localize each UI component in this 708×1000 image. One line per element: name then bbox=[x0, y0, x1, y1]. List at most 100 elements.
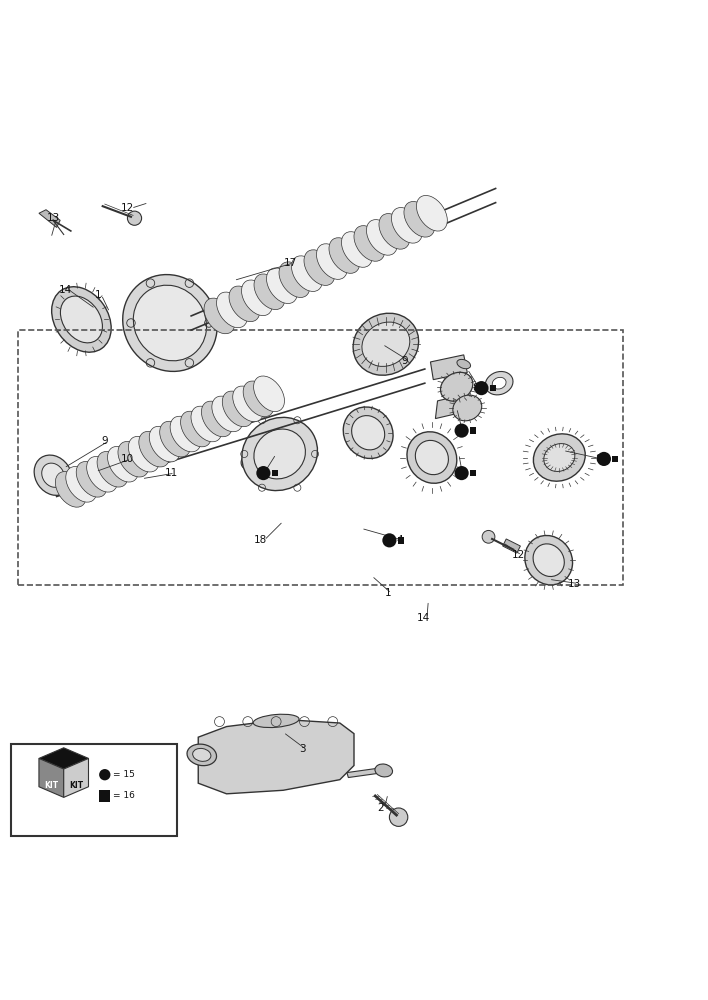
Circle shape bbox=[256, 466, 270, 480]
Ellipse shape bbox=[416, 195, 447, 231]
Ellipse shape bbox=[139, 431, 170, 467]
Ellipse shape bbox=[266, 268, 297, 304]
Ellipse shape bbox=[329, 238, 360, 273]
Ellipse shape bbox=[354, 226, 385, 261]
Circle shape bbox=[389, 808, 408, 826]
Ellipse shape bbox=[170, 416, 201, 452]
Bar bbox=[490, 385, 496, 391]
Ellipse shape bbox=[367, 220, 397, 255]
Text: 1: 1 bbox=[384, 588, 392, 598]
Text: 14: 14 bbox=[59, 285, 72, 295]
Ellipse shape bbox=[353, 313, 418, 375]
Polygon shape bbox=[198, 719, 354, 794]
Ellipse shape bbox=[253, 376, 285, 412]
Text: 1: 1 bbox=[94, 290, 101, 300]
Text: = 16: = 16 bbox=[113, 791, 135, 800]
Text: KIT: KIT bbox=[69, 781, 84, 790]
Ellipse shape bbox=[160, 421, 190, 457]
Polygon shape bbox=[435, 394, 467, 419]
Text: 9: 9 bbox=[101, 436, 108, 446]
Bar bbox=[272, 470, 278, 476]
Text: 11: 11 bbox=[165, 468, 178, 478]
Ellipse shape bbox=[122, 275, 217, 371]
Circle shape bbox=[482, 530, 495, 543]
Text: 6: 6 bbox=[455, 426, 462, 436]
Ellipse shape bbox=[254, 429, 305, 479]
Ellipse shape bbox=[379, 214, 410, 249]
Bar bbox=[470, 470, 476, 476]
Ellipse shape bbox=[362, 322, 410, 366]
Ellipse shape bbox=[242, 417, 317, 491]
Text: 18: 18 bbox=[254, 535, 267, 545]
Polygon shape bbox=[39, 210, 60, 227]
Ellipse shape bbox=[352, 416, 384, 450]
Ellipse shape bbox=[76, 462, 107, 497]
Text: 13: 13 bbox=[569, 579, 581, 589]
Ellipse shape bbox=[217, 292, 247, 328]
Text: 10: 10 bbox=[121, 454, 134, 464]
Text: 17: 17 bbox=[284, 258, 297, 268]
Ellipse shape bbox=[66, 467, 97, 502]
Ellipse shape bbox=[304, 250, 335, 285]
Text: KIT: KIT bbox=[44, 781, 58, 790]
Ellipse shape bbox=[149, 426, 180, 462]
Circle shape bbox=[127, 211, 142, 225]
Ellipse shape bbox=[233, 386, 263, 422]
Bar bbox=[18, 330, 623, 585]
Text: 2: 2 bbox=[377, 803, 384, 813]
Ellipse shape bbox=[292, 256, 322, 291]
Ellipse shape bbox=[118, 441, 149, 477]
Circle shape bbox=[597, 452, 611, 466]
Ellipse shape bbox=[533, 434, 586, 481]
Ellipse shape bbox=[416, 440, 448, 475]
Polygon shape bbox=[39, 748, 88, 769]
Ellipse shape bbox=[254, 274, 285, 310]
Ellipse shape bbox=[181, 411, 212, 447]
Ellipse shape bbox=[86, 456, 118, 492]
Ellipse shape bbox=[193, 748, 211, 761]
Ellipse shape bbox=[457, 359, 471, 369]
Text: 9: 9 bbox=[401, 356, 409, 366]
Ellipse shape bbox=[392, 208, 423, 243]
Text: 4: 4 bbox=[396, 535, 404, 545]
Ellipse shape bbox=[246, 457, 256, 466]
Bar bbox=[470, 427, 476, 434]
Ellipse shape bbox=[407, 432, 457, 483]
Text: 14: 14 bbox=[417, 613, 430, 623]
Polygon shape bbox=[430, 355, 467, 380]
Ellipse shape bbox=[34, 455, 72, 495]
Text: 3: 3 bbox=[299, 744, 306, 754]
Ellipse shape bbox=[222, 391, 253, 427]
Ellipse shape bbox=[375, 764, 392, 777]
Polygon shape bbox=[64, 758, 88, 797]
Bar bbox=[398, 537, 404, 544]
Ellipse shape bbox=[453, 395, 481, 421]
Ellipse shape bbox=[241, 280, 273, 316]
Circle shape bbox=[455, 466, 469, 480]
Ellipse shape bbox=[133, 285, 207, 361]
Ellipse shape bbox=[544, 444, 575, 471]
Ellipse shape bbox=[187, 744, 217, 766]
Ellipse shape bbox=[241, 452, 262, 470]
Text: 12: 12 bbox=[512, 550, 525, 560]
Ellipse shape bbox=[343, 407, 393, 459]
Circle shape bbox=[382, 533, 396, 547]
Bar bbox=[11, 744, 177, 836]
Polygon shape bbox=[39, 758, 64, 797]
Ellipse shape bbox=[316, 244, 348, 279]
Ellipse shape bbox=[404, 201, 435, 237]
Text: 5: 5 bbox=[257, 468, 264, 478]
Ellipse shape bbox=[525, 535, 573, 585]
Ellipse shape bbox=[42, 463, 64, 487]
Circle shape bbox=[474, 381, 489, 395]
Polygon shape bbox=[503, 539, 520, 553]
Ellipse shape bbox=[485, 371, 513, 395]
Ellipse shape bbox=[55, 472, 86, 507]
Ellipse shape bbox=[279, 262, 310, 297]
Ellipse shape bbox=[97, 451, 128, 487]
Text: 7: 7 bbox=[455, 468, 462, 478]
Circle shape bbox=[99, 769, 110, 780]
Circle shape bbox=[455, 424, 469, 438]
Ellipse shape bbox=[212, 396, 243, 432]
Ellipse shape bbox=[492, 377, 506, 389]
